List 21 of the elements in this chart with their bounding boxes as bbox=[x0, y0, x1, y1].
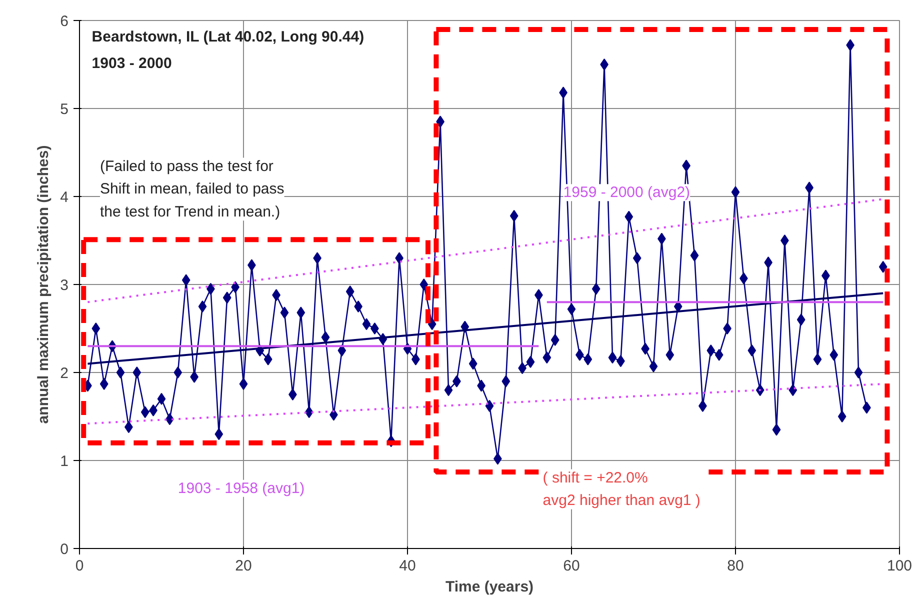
y-tick-label: 4 bbox=[60, 189, 68, 206]
x-tick-label: 80 bbox=[727, 558, 744, 574]
y-tick-label: 2 bbox=[60, 365, 68, 382]
y-tick-label: 5 bbox=[60, 101, 68, 118]
x-tick-label: 0 bbox=[75, 558, 84, 574]
annotation: ( shift = +22.0% avg2 higher than avg1 ) bbox=[542, 469, 700, 510]
y-axis-title: annual maximum precipitation (inches) bbox=[35, 145, 52, 424]
y-tick-label: 1 bbox=[60, 453, 68, 470]
x-tick-label: 60 bbox=[563, 558, 580, 574]
y-tick-label: 6 bbox=[60, 13, 68, 30]
annotation: 1903 - 1958 (avg1) bbox=[178, 480, 305, 497]
annotation: (Failed to pass the test for Shift in mean, failed to pass the test for Trend in mean.) bbox=[100, 158, 284, 221]
x-tick-label: 100 bbox=[886, 558, 912, 574]
x-tick-label: 20 bbox=[235, 558, 252, 574]
x-tick-label: 40 bbox=[399, 558, 416, 574]
y-tick-label: 3 bbox=[60, 277, 68, 294]
x-axis-title: Time (years) bbox=[445, 578, 534, 596]
text: 1903 - 2000 bbox=[92, 54, 172, 72]
annotation: 1959 - 2000 (avg2) bbox=[563, 184, 690, 202]
y-tick-label: 0 bbox=[60, 541, 68, 558]
text: Beardstown, IL (Lat 40.02, Long 90.44) bbox=[92, 28, 364, 46]
